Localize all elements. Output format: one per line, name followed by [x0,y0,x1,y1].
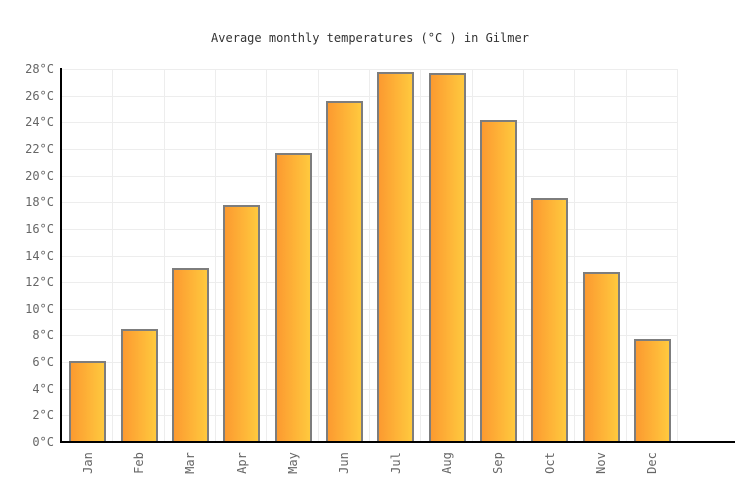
x-tick-label: May [285,452,300,474]
gridline-horizontal [62,308,678,310]
y-tick-label: 28°C [25,62,54,76]
y-tick-label: 6°C [32,355,54,370]
gridline-horizontal [62,202,678,204]
bar-sep [479,119,517,442]
x-tick-cell: Aug [421,444,472,482]
gridline-vertical [625,69,627,442]
x-tick-label: Mar [183,452,198,474]
gridline-horizontal [62,69,678,70]
gridline-vertical [523,69,524,442]
bar-oct [531,198,569,442]
y-tick-label: 26°C [25,88,54,103]
x-tick-label: Aug [439,452,454,474]
gridline-vertical [317,69,319,442]
x-tick-cell: Jun [319,444,370,482]
gridline-horizontal [62,175,678,177]
gridline-horizontal [62,335,678,337]
gridline-vertical [163,69,165,442]
x-tick-cell: Sep [473,444,524,482]
y-tick-label: 0°C [32,435,54,449]
y-tick-label: 22°C [25,141,54,156]
y-tick-label: 4°C [32,381,54,396]
x-tick-cell: Jul [370,444,421,482]
gridline-horizontal [62,228,678,230]
x-tick-cell: Apr [216,444,267,482]
y-tick-label: 2°C [32,408,54,423]
bar-apr [223,204,261,442]
y-tick-label: 16°C [25,221,54,236]
gridline-horizontal [62,95,678,97]
y-axis-line [60,68,62,443]
gridline-vertical [420,69,422,442]
x-tick-cell: Oct [524,444,575,482]
bar-jul [377,71,415,442]
plot-area [62,69,678,442]
x-axis-tick-labels: Jan Feb Mar Apr May Jun Jul Aug Sep Oct Nov Dec [62,444,678,482]
y-tick-label: 14°C [25,248,54,263]
bar-jan [69,360,107,442]
gridline-horizontal [62,255,678,257]
x-tick-label: Jan [80,452,95,474]
gridline-vertical [112,69,114,442]
gridline-horizontal [62,388,678,390]
x-tick-cell: Feb [113,444,164,482]
bar-aug [428,73,466,442]
gridline-vertical [215,69,216,442]
x-tick-cell: May [267,444,318,482]
x-axis-line [60,441,735,443]
y-tick-label: 8°C [32,328,54,343]
bar-jun [325,100,363,442]
bar-may [274,152,312,442]
y-tick-label: 10°C [25,301,54,316]
x-tick-label: Sep [491,452,506,474]
x-tick-label: Apr [234,452,249,474]
x-tick-label: Feb [131,452,146,474]
x-tick-label: Dec [645,452,660,474]
bar-nov [582,271,620,442]
gridline-horizontal [62,122,678,124]
gridline-horizontal [62,415,678,417]
gridline-vertical [266,69,268,442]
y-tick-label: 24°C [25,115,54,130]
gridline-horizontal [62,148,678,150]
gridline-horizontal [62,362,678,364]
bar-feb [120,328,158,442]
y-tick-label: 18°C [25,195,54,210]
y-tick-label: 20°C [25,168,54,183]
x-tick-cell: Mar [165,444,216,482]
x-tick-label: Jun [337,452,352,474]
chart-title: Average monthly temperatures (°C ) in Gi… [211,31,529,45]
gridline-vertical [369,69,370,442]
x-tick-cell: Nov [575,444,626,482]
x-tick-label: Oct [542,452,557,474]
gridline-horizontal [62,282,678,284]
y-tick-label: 12°C [25,275,54,290]
x-tick-cell: Dec [627,444,678,482]
gridline-vertical [677,69,678,442]
x-tick-cell: Jan [62,444,113,482]
x-tick-label: Nov [593,452,608,474]
bar-mar [171,267,209,442]
gridline-vertical [574,69,576,442]
bar-dec [633,339,671,442]
x-tick-label: Jul [388,452,403,474]
gridline-vertical [471,69,473,442]
